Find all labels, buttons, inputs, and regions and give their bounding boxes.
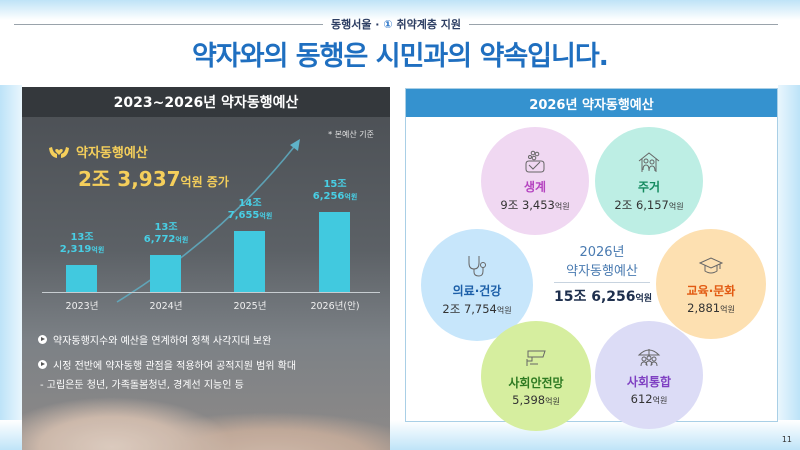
sub-bullet: - 고립은둔 청년, 가족돌봄청년, 경계선 지능인 등	[40, 380, 244, 391]
summary-value: 2조 3,937억원 증가	[78, 167, 229, 191]
decor-band-left	[0, 85, 22, 450]
x-tick: 2024년	[149, 301, 183, 312]
divider	[14, 23, 323, 25]
category-education-culture: 교육·문화 2,881억원	[656, 229, 766, 339]
category-name: 의료·건강	[452, 283, 502, 298]
category-health: 의료·건강 2조 7,754억원	[421, 229, 533, 341]
cctv-icon	[526, 350, 546, 366]
total-budget: 2026년 약자동행예산 15조 6,256억원	[554, 241, 653, 306]
budget-note: * 본예산 기준	[328, 130, 374, 139]
hands-heart-icon	[49, 146, 69, 158]
category-name: 사회안전망	[508, 375, 564, 390]
decor-band-right	[778, 85, 800, 450]
play-bullet-icon	[38, 335, 47, 344]
panel-title: 2026년 약자동행예산	[406, 89, 777, 117]
category-name: 생계	[523, 179, 547, 194]
bullet-item: 약자동행지수와 예산을 연계하여 정책 사각지대 보완	[38, 332, 296, 347]
category-social-safety-net: 사회안전망 5,398억원	[481, 321, 591, 431]
bar-label-2026: 15조 6,256억원	[312, 179, 358, 202]
section-kicker: 동행서울 · ① 취약계층 지원	[14, 16, 779, 32]
category-housing: 주거 2조 6,157억원	[595, 127, 703, 235]
budget-breakdown-panel: 2026년 약자동행예산 생계 9조 3,453억원 주거 2조 6,157억원	[405, 88, 778, 431]
bullet-item: 시정 전반에 약자동행 관점을 적용하여 공적지원 범위 확대	[38, 357, 296, 372]
category-value: 9조 3,453억원	[500, 197, 570, 212]
umbrella-people-icon	[637, 348, 661, 366]
category-value: 5,398억원	[512, 392, 560, 407]
bar-2023	[66, 265, 97, 292]
category-name: 교육·문화	[686, 283, 736, 298]
category-value: 2조 7,754억원	[442, 301, 512, 316]
page-title: 약자와의 동행은 시민과의 약속입니다.	[192, 41, 609, 72]
policy-bullets: 약자동행지수와 예산을 연계하여 정책 사각지대 보완 시정 전반에 약자동행 …	[38, 332, 296, 391]
x-tick: 2026년(안)	[310, 301, 360, 312]
x-axis	[42, 292, 380, 293]
divider	[469, 23, 779, 25]
bar-label-2023: 13조 2,319억원	[59, 232, 105, 255]
bar-label-2025: 14조 7,655억원	[227, 198, 273, 221]
page-number: 11	[781, 435, 792, 444]
panel-title: 2023~2026년 약자동행예산	[22, 87, 390, 117]
budget-trend-panel: 2023~2026년 약자동행예산 * 본예산 기준 약자동행예산 2조 3,9…	[22, 87, 390, 450]
graduation-cap-icon	[698, 256, 724, 273]
stethoscope-icon	[468, 255, 486, 277]
category-livelihood: 생계 9조 3,453억원	[481, 127, 589, 235]
kicker-text: 동행서울 · ① 취약계층 지원	[330, 18, 462, 31]
x-tick: 2023년	[65, 301, 99, 312]
total-label: 약자동행예산	[554, 260, 650, 283]
x-tick: 2025년	[233, 301, 267, 312]
category-social-integration: 사회통합 612억원	[595, 321, 703, 429]
category-name: 사회통합	[626, 374, 672, 389]
category-name: 주거	[637, 179, 661, 194]
category-value: 2조 6,157억원	[614, 197, 684, 212]
bar-2026	[319, 212, 350, 292]
bar-2025	[234, 231, 265, 292]
play-bullet-icon	[38, 360, 47, 369]
bar-2024	[150, 255, 181, 292]
total-value: 15조 6,256억원	[554, 289, 653, 305]
hands-photo	[22, 387, 390, 450]
category-value: 612억원	[630, 391, 668, 406]
total-year: 2026년	[579, 245, 625, 260]
summary-label: 약자동행예산	[76, 146, 148, 161]
house-family-icon	[638, 151, 660, 172]
budget-summary: 약자동행예산 2조 3,937억원 증가	[48, 142, 229, 192]
wallet-coins-icon	[525, 150, 545, 172]
category-value: 2,881억원	[687, 300, 735, 315]
bar-label-2024: 13조 6,772억원	[143, 222, 189, 245]
